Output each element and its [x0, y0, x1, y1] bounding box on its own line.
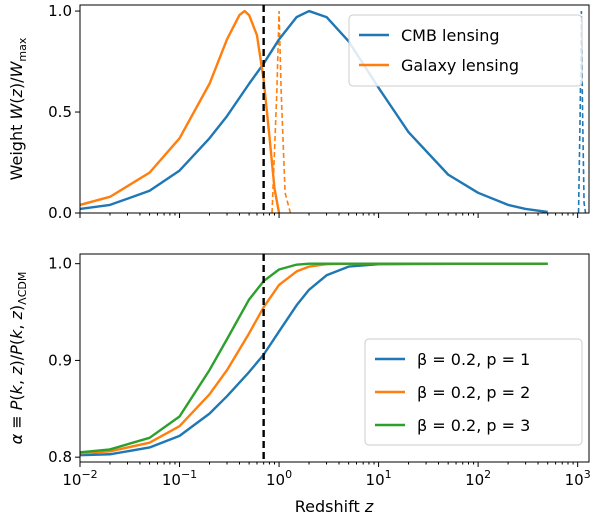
ratio-y-axis-label: α ≡ P(k, z)/P(k, z)ΛCDM — [7, 272, 29, 445]
series-line-0 — [80, 9, 548, 213]
x-axis-label: Redshift z — [295, 497, 374, 516]
y-tick-label: 0.9 — [48, 351, 72, 369]
x-tick-label: 101 — [366, 468, 392, 489]
x-tick-label: 103 — [565, 468, 591, 489]
series-line-1 — [80, 9, 281, 213]
legend-label: β = 0.2, p = 1 — [417, 350, 530, 369]
ratio-legend: β = 0.2, p = 1 β = 0.2, p = 2 β = 0.2, p =… — [364, 338, 583, 446]
ratio-panel: 0.8 0.9 1.0 10−2 10−1 100 101 102 103 α ≡ P(k, … — [7, 253, 591, 516]
series-line-2 — [80, 262, 548, 454]
weight-y-axis-label: Weight W(z)/Wmax — [7, 37, 29, 180]
y-tick-label: 1.0 — [48, 255, 72, 273]
y-tick-label: 0.8 — [48, 448, 72, 466]
x-tick-label: 10−1 — [162, 468, 197, 489]
series-line-0 — [80, 262, 548, 457]
y-tick-label: 0.0 — [48, 204, 72, 222]
ratio-plot-frame — [79, 253, 590, 463]
x-tick-label: 10−2 — [62, 468, 97, 489]
legend-label: Galaxy lensing — [401, 56, 519, 75]
legend-label: CMB lensing — [401, 26, 500, 45]
legend-label: β = 0.2, p = 3 — [417, 416, 530, 435]
y-tick-label: 1.0 — [48, 2, 72, 20]
dashed-kernel-0 — [271, 11, 292, 213]
x-tick-label: 102 — [465, 468, 491, 489]
y-tick-label: 0.5 — [48, 103, 72, 121]
weight-legend: CMB lensing Galaxy lensing — [348, 14, 583, 87]
legend-label: β = 0.2, p = 2 — [417, 383, 530, 402]
weight-plot-frame — [79, 4, 590, 214]
x-tick-label: 100 — [266, 468, 292, 489]
weight-panel: 0.0 0.5 1.0 Weight W(z)/Wmax CMB lensing Ga… — [7, 2, 590, 222]
